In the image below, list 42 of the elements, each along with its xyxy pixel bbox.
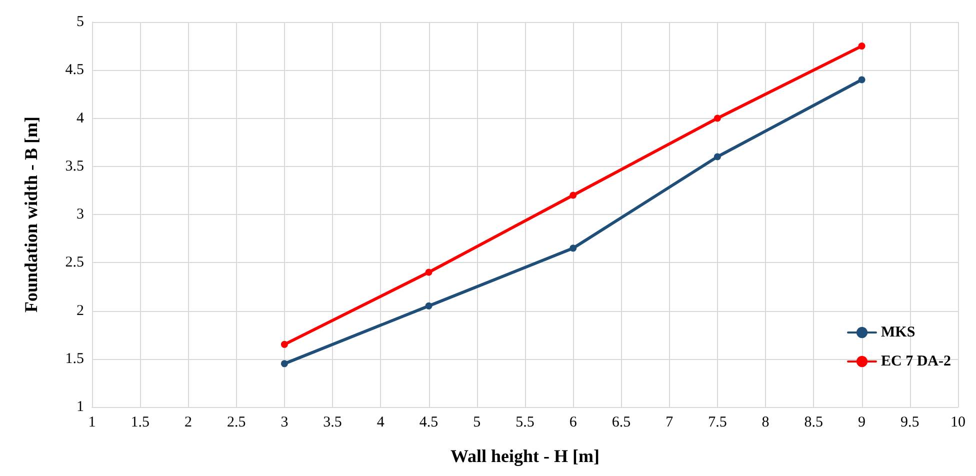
point	[714, 114, 721, 122]
y-tick-label: 2	[76, 302, 84, 319]
x-tick-label: 6	[569, 414, 578, 430]
point	[858, 76, 866, 84]
y-tick-label: 4.5	[65, 62, 84, 78]
x-tick-label: 2	[184, 414, 192, 430]
y-tick-label: 2.5	[65, 254, 84, 271]
legend-label: MKS	[881, 324, 916, 340]
legend-label: EC 7 DA-2	[881, 354, 951, 370]
x-tick-label: 9.5	[900, 414, 920, 430]
x-tick-label: 5.5	[516, 414, 534, 430]
x-tick-label: 3.5	[323, 414, 342, 430]
y-tick-label: 5	[76, 14, 84, 30]
y-tick-label: 4	[76, 110, 84, 126]
x-tick-label: 2.5	[226, 414, 246, 430]
point	[570, 244, 577, 252]
y-tick-label: 3.5	[65, 158, 84, 174]
x-tick-label: 5	[473, 414, 481, 430]
point	[280, 340, 288, 348]
point	[425, 302, 432, 310]
point	[570, 192, 577, 199]
x-tick-label: 1	[88, 414, 96, 430]
point	[858, 42, 866, 50]
x-axis-title: Wall height - H [m]	[450, 446, 600, 466]
point	[280, 360, 288, 368]
y-tick-label: 1	[76, 399, 84, 415]
y-tick-label: 1.5	[65, 350, 84, 367]
x-tick-label: 4.5	[419, 414, 438, 430]
x-tick-label: 3	[280, 414, 288, 430]
x-tick-label: 1.5	[130, 414, 150, 430]
x-tick-label: 10	[950, 414, 966, 430]
point	[714, 153, 721, 160]
y-axis-title: Foundation width - B [m]	[21, 116, 41, 313]
x-tick-label: 4	[376, 414, 385, 430]
point	[425, 268, 432, 276]
x-tick-label: 6.5	[612, 414, 631, 430]
x-tick-label: 7	[666, 414, 674, 430]
y-tick-label: 3	[76, 206, 84, 222]
x-tick-label: 8	[762, 414, 770, 430]
x-tick-label: 7.5	[708, 414, 727, 430]
x-tick-label: 8.5	[804, 414, 824, 430]
x-tick-label: 9	[858, 414, 866, 430]
